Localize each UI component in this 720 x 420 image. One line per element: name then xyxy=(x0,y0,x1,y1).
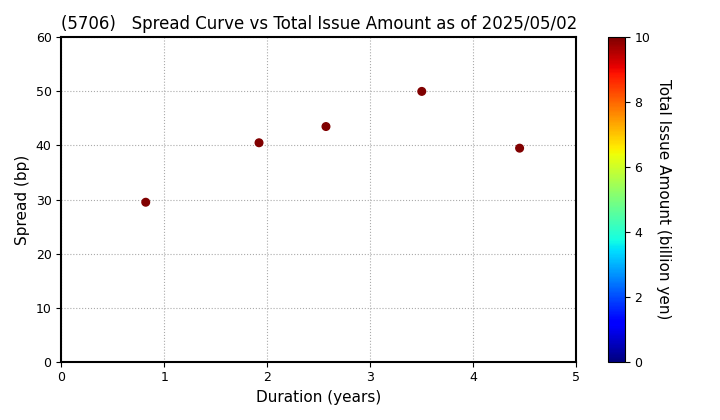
Point xyxy=(416,88,428,95)
Title: (5706)   Spread Curve vs Total Issue Amount as of 2025/05/02: (5706) Spread Curve vs Total Issue Amoun… xyxy=(60,15,577,33)
Point xyxy=(514,145,526,152)
Y-axis label: Total Issue Amount (billion yen): Total Issue Amount (billion yen) xyxy=(656,79,671,320)
Point xyxy=(140,199,151,206)
Y-axis label: Spread (bp): Spread (bp) xyxy=(15,155,30,245)
X-axis label: Duration (years): Duration (years) xyxy=(256,390,382,405)
Point xyxy=(253,139,265,146)
Point xyxy=(320,123,332,130)
